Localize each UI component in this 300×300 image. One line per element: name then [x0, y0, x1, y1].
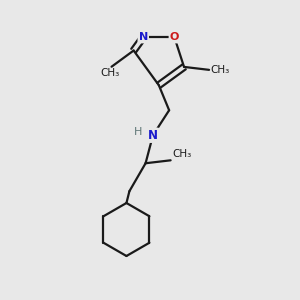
Text: CH₃: CH₃ — [211, 65, 230, 75]
Text: H: H — [134, 127, 142, 137]
Text: CH₃: CH₃ — [172, 149, 191, 159]
Text: O: O — [170, 32, 179, 42]
Text: CH₃: CH₃ — [100, 68, 120, 78]
Text: N: N — [139, 32, 148, 42]
Text: N: N — [148, 129, 158, 142]
